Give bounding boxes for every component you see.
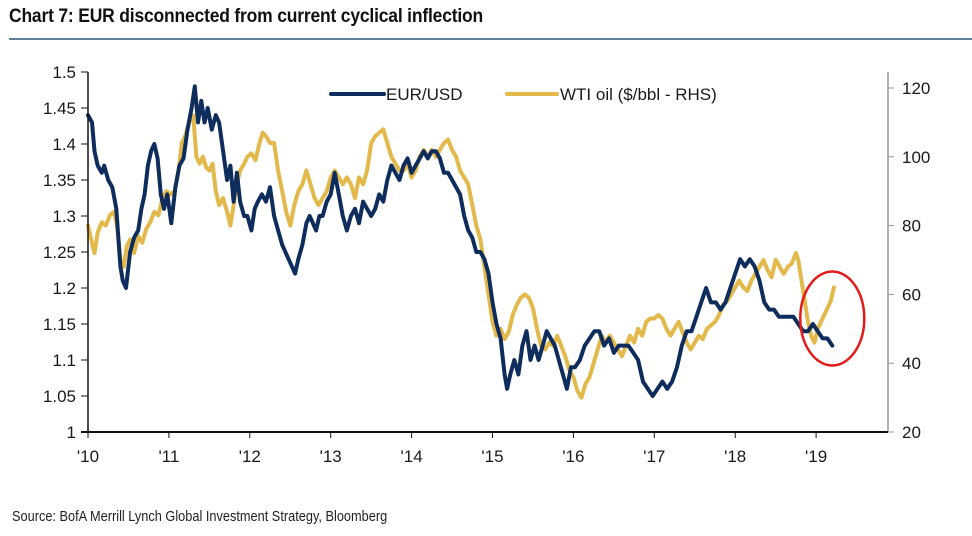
left-axis-tick-label: 1.25 [43, 243, 76, 262]
left-axis-tick-label: 1.45 [43, 99, 76, 118]
x-axis-tick-label: '12 [239, 447, 261, 466]
series-layer [86, 84, 836, 400]
chart-canvas: 1.5 1.45 1.4 1.35 1.3 1.25 1.2 1.15 1.1 1.05 1 120 1… [43, 63, 930, 466]
right-axis-tick-label: 20 [902, 423, 921, 442]
legend-label-eurusd: EUR/USD [386, 85, 463, 104]
title-divider [9, 38, 972, 40]
chart-title: Chart 7: EUR disconnected from current c… [9, 6, 484, 27]
x-axis-tick-label: '17 [643, 447, 665, 466]
left-axis-tick-label: 1.4 [52, 135, 76, 154]
legend-label-wti: WTI oil ($/bbl - RHS) [560, 85, 717, 104]
left-axis-tick-label: 1.3 [52, 207, 76, 226]
series-line-eurusd [86, 84, 835, 398]
x-axis-tick-label: '13 [320, 447, 342, 466]
axes-layer: 1.5 1.45 1.4 1.35 1.3 1.25 1.2 1.15 1.1 1.05 1 120 1… [43, 63, 930, 466]
left-axis-tick-label: 1 [67, 423, 76, 442]
right-axis-tick-label: 100 [902, 148, 930, 167]
x-axis-tick-label: '19 [805, 447, 827, 466]
source-note: Source: BofA Merrill Lynch Global Invest… [12, 509, 388, 525]
x-axis-tick-label: '10 [77, 447, 99, 466]
left-axis-tick-label: 1.5 [52, 63, 76, 82]
left-axis-tick-label: 1.2 [52, 279, 76, 298]
legend: EUR/USD WTI oil ($/bbl - RHS) [329, 85, 717, 104]
left-axis-tick-label: 1.35 [43, 171, 76, 190]
x-axis-tick-label: '16 [562, 447, 584, 466]
right-axis-tick-label: 120 [902, 79, 930, 98]
x-axis-tick-label: '14 [401, 447, 423, 466]
series-line-wti [86, 113, 836, 400]
x-axis-tick-label: '15 [481, 447, 503, 466]
right-axis-tick-label: 60 [902, 285, 921, 304]
left-axis-tick-label: 1.15 [43, 315, 76, 334]
right-axis-tick-label: 80 [902, 217, 921, 236]
highlight-circle [799, 270, 866, 367]
left-axis-tick-label: 1.1 [52, 351, 76, 370]
x-axis-tick-label: '11 [158, 447, 179, 466]
left-axis-tick-label: 1.05 [43, 387, 76, 406]
right-axis-tick-label: 40 [902, 354, 921, 373]
x-axis-tick-label: '18 [724, 447, 746, 466]
